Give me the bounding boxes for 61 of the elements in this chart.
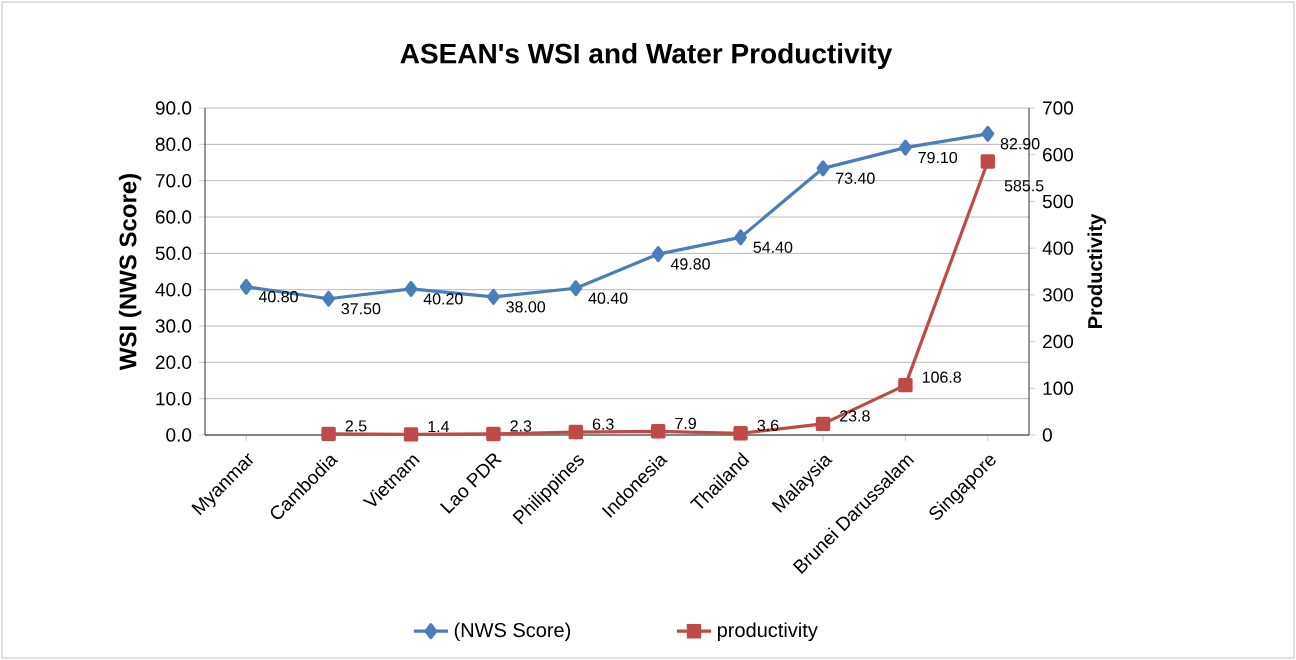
point — [239, 278, 253, 295]
y2-tick-label: 100 — [1043, 381, 1074, 396]
data-label: 1.4 — [428, 421, 450, 433]
data-label: 106.8 — [922, 371, 961, 383]
y2-axis-title: Productivity — [1087, 213, 1107, 328]
y2-tick-label: 700 — [1043, 101, 1074, 115]
y-tick-label: 50.0 — [155, 246, 192, 261]
y2-tick-label: 300 — [1042, 288, 1074, 302]
data-label: 23.8 — [840, 410, 870, 422]
point — [733, 426, 748, 441]
data-label: 2.5 — [345, 420, 367, 432]
point — [980, 154, 996, 169]
point — [487, 288, 500, 305]
data-label: 2.3 — [510, 420, 532, 432]
data-label: 40.80 — [258, 291, 298, 303]
point — [899, 139, 912, 156]
point — [981, 125, 995, 142]
point — [486, 426, 501, 442]
y2-tick-label: 400 — [1042, 241, 1074, 255]
y-tick-label: 90.0 — [155, 101, 192, 115]
point — [568, 424, 584, 440]
data-label: 38.00 — [506, 301, 546, 313]
data-label: 73.40 — [836, 172, 875, 184]
data-label: 49.80 — [670, 258, 710, 270]
data-label: 79.10 — [918, 151, 958, 164]
data-label: 3.6 — [757, 419, 779, 432]
y2-tick-label: 200 — [1043, 334, 1074, 349]
legend-label: productivity — [717, 622, 818, 642]
y-tick-label: 40.0 — [155, 282, 192, 297]
y2-tick-label: 500 — [1042, 194, 1074, 209]
y-tick-label: 60.0 — [155, 210, 192, 224]
y-tick-label: 30.0 — [155, 319, 192, 333]
y2-tick-label: 600 — [1043, 147, 1074, 162]
y-tick-label: 10.0 — [156, 391, 192, 406]
data-label: 40.20 — [423, 293, 463, 305]
data-label: 585.5 — [1004, 180, 1044, 192]
point — [569, 280, 583, 297]
point — [403, 427, 419, 442]
chart-title: ASEAN's WSI and Water Productivity — [400, 42, 893, 70]
data-label: 6.3 — [592, 418, 614, 430]
point — [651, 424, 666, 439]
y-tick-label: 0.0 — [166, 428, 192, 442]
data-label: 40.40 — [588, 292, 628, 304]
point — [815, 416, 831, 432]
data-label: 54.40 — [753, 241, 793, 253]
point — [816, 160, 830, 177]
legend-label: (NWS Score) — [454, 622, 571, 642]
point — [404, 280, 418, 297]
point — [898, 377, 913, 393]
y2-tick-label: 0 — [1042, 428, 1052, 442]
point — [651, 246, 665, 263]
data-label: 82.90 — [1000, 138, 1040, 150]
data-label: 37.50 — [341, 303, 381, 315]
data-label: 7.9 — [675, 417, 696, 430]
point — [734, 229, 748, 246]
point — [322, 290, 335, 307]
point — [321, 426, 336, 442]
y-axis-title: WSI (NWS Score) — [118, 174, 142, 371]
y-tick-label: 70.0 — [155, 173, 192, 188]
y-tick-label: 80.0 — [155, 137, 192, 152]
y-tick-label: 20.0 — [155, 355, 192, 370]
